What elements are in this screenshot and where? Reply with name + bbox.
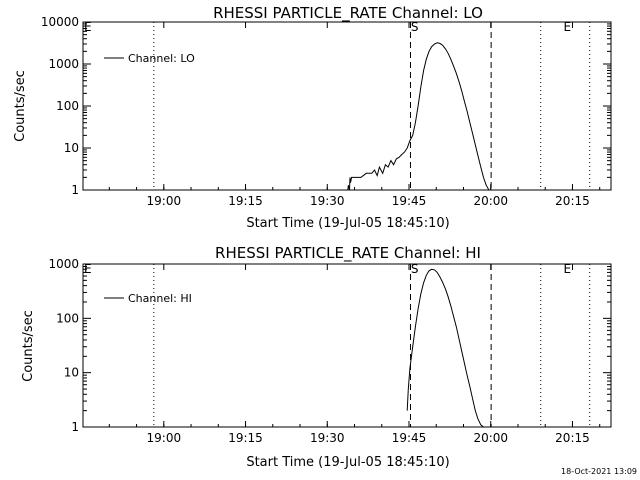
legend-label-hi: Channel: HI xyxy=(128,292,192,305)
y-tick-label-lo: 1000 xyxy=(48,57,79,71)
y-tick-label-lo: 1 xyxy=(71,183,79,197)
x-tick-label-hi: 19:45 xyxy=(392,431,427,445)
series-line-hi xyxy=(406,268,487,428)
x-tick-label-hi: 19:30 xyxy=(310,431,345,445)
y-tick-label-hi: 1000 xyxy=(48,257,79,271)
x-tick-label-lo: 19:45 xyxy=(392,194,427,208)
event-marker-lo: E xyxy=(84,20,92,34)
x-tick-label-hi: 20:15 xyxy=(555,431,590,445)
y-tick-label-lo: 100 xyxy=(56,99,79,113)
x-tick-label-hi: 20:00 xyxy=(473,431,508,445)
x-tick-label-lo: 20:15 xyxy=(555,194,590,208)
legend-label-lo: Channel: LO xyxy=(128,52,195,65)
y-axis-label-hi: Counts/sec xyxy=(21,310,36,382)
event-marker-lo: E xyxy=(564,20,572,34)
y-axis-label-lo: Counts/sec xyxy=(13,70,28,142)
panel-lo: RHESSI PARTICLE_RATE Channel: LO Start T… xyxy=(13,4,612,231)
y-tick-label-lo: 10000 xyxy=(41,15,79,29)
y-tick-label-hi: 100 xyxy=(56,311,79,325)
x-tick-label-hi: 19:15 xyxy=(228,431,263,445)
event-marker-lo: S xyxy=(411,20,419,34)
series-line-lo xyxy=(347,42,492,191)
x-axis-label-lo: Start Time (19-Jul-05 18:45:10) xyxy=(246,216,449,231)
y-tick-label-hi: 1 xyxy=(71,420,79,434)
event-marker-hi: S xyxy=(411,262,419,276)
x-tick-label-lo: 19:30 xyxy=(310,194,345,208)
x-tick-label-lo: 20:00 xyxy=(473,194,508,208)
event-marker-hi: E xyxy=(84,262,92,276)
x-axis-label-hi: Start Time (19-Jul-05 18:45:10) xyxy=(246,455,449,470)
plot-frame-hi xyxy=(82,263,612,428)
event-marker-hi: E xyxy=(564,262,572,276)
plot-frame-lo xyxy=(82,21,612,191)
y-tick-label-hi: 10 xyxy=(64,366,79,380)
chart-title-lo: RHESSI PARTICLE_RATE Channel: LO xyxy=(213,4,483,23)
x-tick-label-lo: 19:15 xyxy=(228,194,263,208)
y-tick-label-lo: 10 xyxy=(64,141,79,155)
x-tick-label-lo: 19:00 xyxy=(147,194,182,208)
footer-timestamp: 18-Oct-2021 13:09 xyxy=(561,467,637,476)
panel-hi: RHESSI PARTICLE_RATE Channel: HI Start T… xyxy=(21,244,612,470)
x-tick-label-hi: 19:00 xyxy=(147,431,182,445)
chart-title-hi: RHESSI PARTICLE_RATE Channel: HI xyxy=(215,244,481,263)
